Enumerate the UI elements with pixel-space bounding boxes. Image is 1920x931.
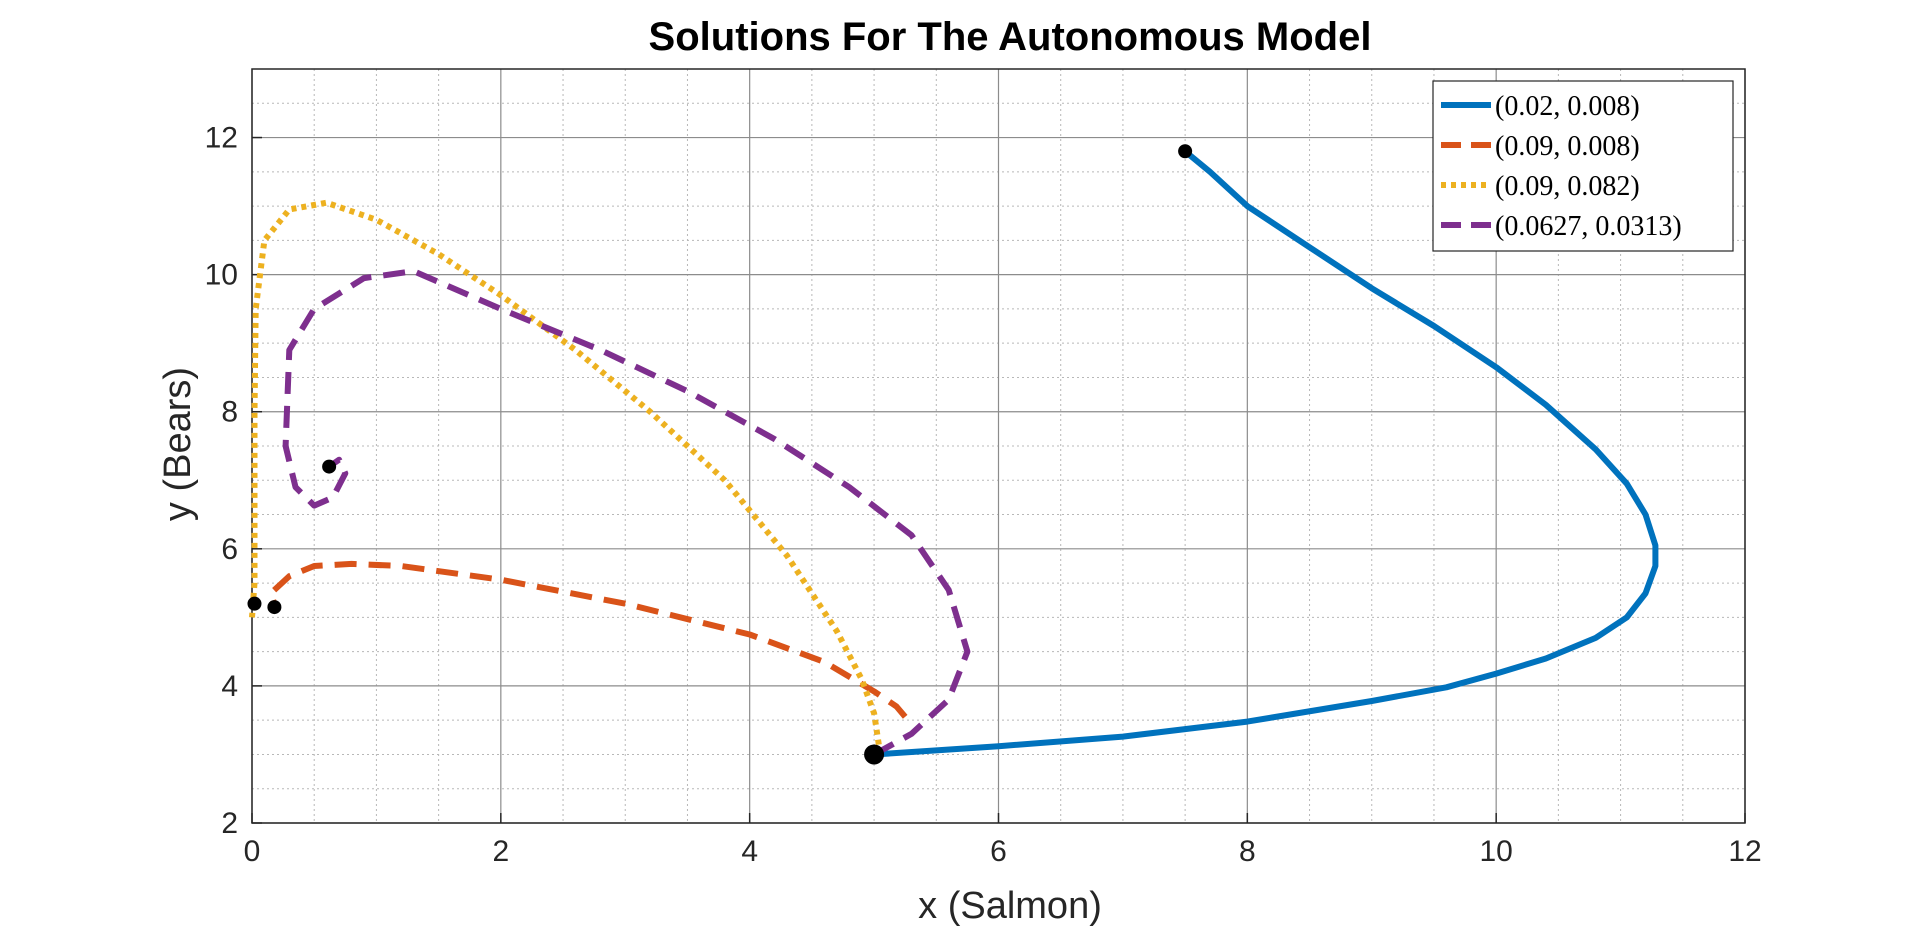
x-tick-label: 6 [990, 835, 1007, 868]
x-axis-label: x (Salmon) [918, 885, 1102, 926]
legend-label-2: (0.09, 0.008) [1495, 131, 1640, 162]
y-tick-label: 12 [205, 122, 238, 155]
legend: (0.02, 0.008) (0.09, 0.008) (0.09, 0.082) (… [1432, 80, 1734, 252]
y-tick-label: 4 [221, 670, 238, 703]
series-line-2 [267, 560, 908, 719]
y-tick-label: 10 [205, 259, 238, 292]
series-line-3 [249, 199, 884, 755]
series-line-4 [282, 268, 971, 758]
legend-label-4: (0.0627, 0.0313) [1495, 211, 1682, 242]
x-tick-label: 12 [1728, 835, 1761, 868]
series-layer [247, 144, 1659, 765]
y-tick-label: 2 [221, 807, 238, 840]
legend-label-1: (0.02, 0.008) [1495, 91, 1640, 122]
series-line-1 [873, 148, 1659, 758]
x-tick-label: 8 [1239, 835, 1256, 868]
x-tick-label: 0 [244, 835, 261, 868]
series-marker-1 [1178, 144, 1193, 159]
chart-title: Solutions For The Autonomous Model [649, 15, 1372, 59]
x-tick-label: 2 [492, 835, 509, 868]
legend-label-3: (0.09, 0.082) [1495, 171, 1640, 202]
series-marker-2 [267, 600, 282, 615]
series-marker-3 [247, 596, 262, 611]
y-axis-label: y (Bears) [157, 367, 199, 521]
y-tick-label: 6 [221, 533, 238, 566]
y-tick-label: 8 [221, 396, 238, 429]
start-point-marker [864, 744, 885, 765]
series-marker-4 [322, 459, 337, 474]
x-tick-label: 10 [1479, 835, 1512, 868]
x-tick-label: 4 [741, 835, 758, 868]
